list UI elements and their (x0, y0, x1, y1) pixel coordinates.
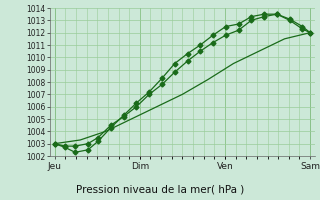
Text: Pression niveau de la mer( hPa ): Pression niveau de la mer( hPa ) (76, 184, 244, 194)
